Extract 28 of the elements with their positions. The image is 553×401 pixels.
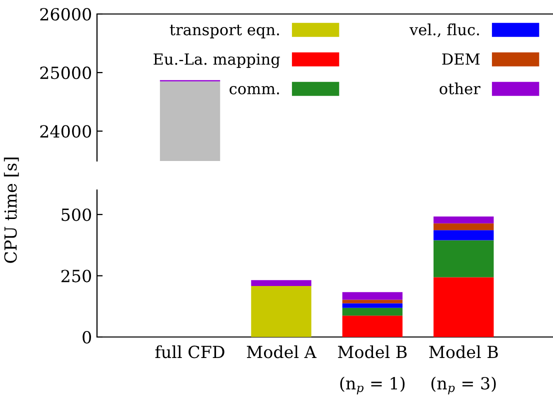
legend-label: comm. xyxy=(230,86,279,94)
bar xyxy=(251,286,312,337)
bar xyxy=(434,240,494,278)
y-tick-label: 25000 xyxy=(40,66,92,80)
bar xyxy=(342,292,403,300)
bar xyxy=(342,303,403,308)
legend-label: vel., fluc. xyxy=(409,24,479,38)
bar xyxy=(434,277,494,337)
y-tick-label: 0 xyxy=(82,330,92,344)
legend-label: other xyxy=(440,82,480,94)
x-tick-label: Model B (n$_{p}$ = 3) xyxy=(429,345,498,394)
x-tick-label: Model A xyxy=(246,345,317,358)
x-tick-label: Model B (n$_{p}$ = 1) xyxy=(338,345,407,394)
y-tick-label: 500 xyxy=(62,208,92,222)
bar xyxy=(251,280,312,286)
legend-label: DEM xyxy=(442,54,480,65)
y-tick-label: 250 xyxy=(61,270,92,282)
bar xyxy=(342,316,403,337)
y-tick-label: 24000 xyxy=(40,125,92,138)
bar xyxy=(342,308,403,316)
legend-label: transport eqn. xyxy=(170,24,279,38)
bar xyxy=(434,230,494,240)
legend-label: Eu.-La. mapping xyxy=(154,53,280,68)
y-axis-title: CPU time [s] xyxy=(4,158,19,263)
bar xyxy=(434,223,494,230)
y-tick-label: 26000 xyxy=(40,8,92,21)
bar xyxy=(434,216,494,224)
x-tick-label: full CFD xyxy=(155,345,224,358)
